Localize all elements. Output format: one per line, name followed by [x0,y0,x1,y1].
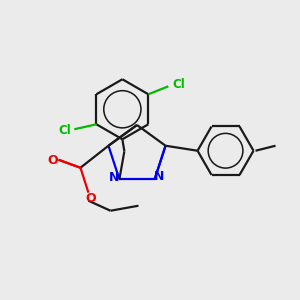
Text: O: O [85,192,96,205]
Text: N: N [153,170,164,183]
Text: O: O [47,154,58,167]
Text: Cl: Cl [58,124,71,137]
Text: Cl: Cl [172,78,185,91]
Text: N: N [109,171,120,184]
